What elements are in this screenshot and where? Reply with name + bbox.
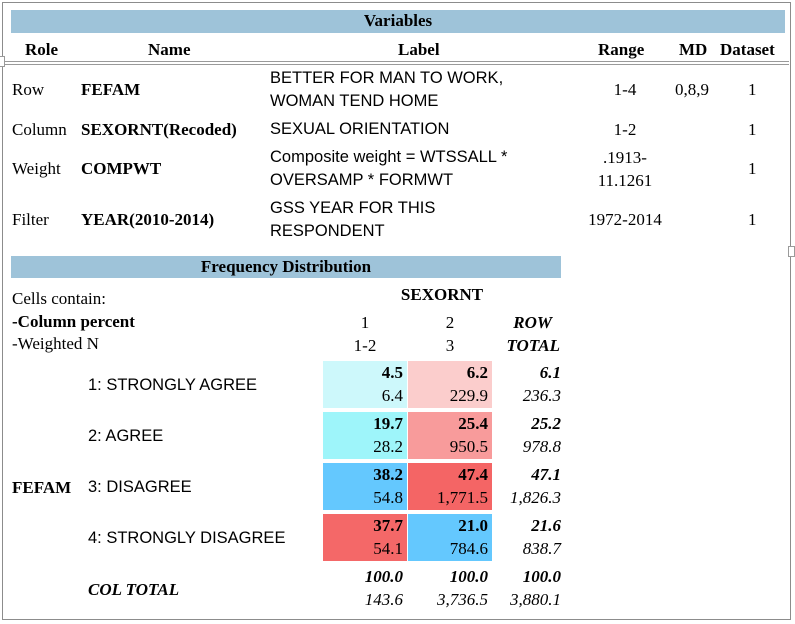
col-total-col1: 100.0 143.6 (323, 565, 407, 612)
col-percent-value: 47.4 (458, 465, 488, 484)
header-md: MD (679, 40, 708, 59)
var-md: 0,8,9 (675, 80, 709, 99)
var-range: 1-2 (613, 120, 637, 139)
row-category-label: 1: STRONGLY AGREE (88, 376, 258, 394)
grand-total: 100.0 3,880.1 (493, 565, 565, 612)
weighted-n-value: 950.5 (449, 437, 488, 456)
cell-total-row1: 6.1 236.3 (493, 361, 565, 408)
col2-code: 2 (445, 313, 455, 332)
weighted-n-value: 229.9 (449, 386, 488, 405)
cell-col1-row3: 38.2 54.8 (323, 463, 407, 510)
col-total-percent: 100.0 (449, 567, 488, 586)
row-total-percent: 6.1 (539, 363, 561, 382)
col-total-percent: 100.0 (364, 567, 403, 586)
col-total-n: 3,736.5 (437, 590, 488, 609)
row-total-percent: 25.2 (531, 414, 561, 433)
col-percent-value: 19.7 (373, 414, 403, 433)
col-percent-value: 21.0 (458, 516, 488, 535)
col1-code: 1 (360, 313, 370, 332)
header-name: Name (148, 40, 191, 59)
col-percent-value: 37.7 (373, 516, 403, 535)
cell-col1-row2: 19.7 28.2 (323, 412, 407, 459)
row-category-label: 3: DISAGREE (88, 478, 192, 496)
var-dataset: 1 (748, 120, 757, 139)
var-name: SEXORNT(Recoded) (81, 120, 237, 139)
weighted-n-label: -Weighted N (12, 334, 99, 353)
column-variable-name: SEXORNT (400, 285, 484, 304)
var-role: Row (12, 80, 45, 99)
var-label-line1: GSS YEAR FOR THIS (270, 199, 436, 217)
header-rule-top (4, 61, 789, 62)
resize-handle-right[interactable] (788, 246, 795, 257)
var-label-line2: OVERSAMP * FORMWT (270, 171, 454, 189)
cell-col2-row3: 47.4 1,771.5 (408, 463, 492, 510)
cell-col1-row4: 37.7 54.1 (323, 514, 407, 561)
header-dataset: Dataset (720, 40, 775, 59)
weighted-n-value: 54.1 (373, 539, 403, 558)
var-range: 1-4 (613, 80, 637, 99)
var-label-line1: SEXUAL ORIENTATION (270, 120, 450, 138)
var-range-line1: .1913- (603, 148, 647, 167)
cells-contain-label: Cells contain: (12, 289, 106, 308)
row-variable-name: FEFAM (12, 478, 72, 497)
var-dataset: 1 (748, 210, 757, 229)
row-total-n: 236.3 (522, 386, 561, 405)
var-role: Weight (12, 159, 61, 178)
row-category-label: 4: STRONGLY DISAGREE (88, 529, 286, 547)
variables-title: Variables (11, 10, 785, 33)
weighted-n-value: 6.4 (381, 386, 403, 405)
row-total-n: 838.7 (522, 539, 561, 558)
var-dataset: 1 (748, 159, 757, 178)
col1-range: 1-2 (353, 336, 377, 355)
grand-total-percent: 100.0 (522, 567, 561, 586)
var-label-line2: RESPONDENT (270, 222, 385, 240)
col-percent-value: 25.4 (458, 414, 488, 433)
var-name: FEFAM (81, 80, 141, 99)
weighted-n-value: 784.6 (449, 539, 488, 558)
var-label-line2: WOMAN TEND HOME (270, 92, 439, 110)
cell-col2-row1: 6.2 229.9 (408, 361, 492, 408)
cell-col2-row4: 21.0 784.6 (408, 514, 492, 561)
var-range-line2: 11.1261 (597, 171, 653, 190)
col-total-label: COL TOTAL (88, 580, 180, 599)
row-total-header-line1: ROW (513, 313, 552, 332)
header-range: Range (598, 40, 645, 59)
var-range: 1972-2014 (588, 210, 662, 229)
var-name: COMPWT (81, 159, 162, 178)
var-label-line1: BETTER FOR MAN TO WORK, (270, 69, 504, 87)
var-label-line1: Composite weight = WTSSALL * (270, 148, 508, 166)
col-percent-value: 4.5 (381, 363, 403, 382)
row-total-n: 978.8 (522, 437, 561, 456)
weighted-n-value: 54.8 (373, 488, 403, 507)
row-total-n: 1,826.3 (510, 488, 561, 507)
header-label: Label (398, 40, 440, 59)
col-total-n: 143.6 (364, 590, 403, 609)
frequency-title: Frequency Distribution (11, 256, 561, 278)
row-total-header-line2: TOTAL (506, 336, 560, 355)
var-name: YEAR(2010-2014) (81, 210, 215, 229)
cell-total-row4: 21.6 838.7 (493, 514, 565, 561)
header-rule-bottom (4, 64, 789, 65)
cell-total-row2: 25.2 978.8 (493, 412, 565, 459)
col-total-col2: 100.0 3,736.5 (408, 565, 492, 612)
cell-total-row3: 47.1 1,826.3 (493, 463, 565, 510)
col-percent-value: 38.2 (373, 465, 403, 484)
cell-col1-row1: 4.5 6.4 (323, 361, 407, 408)
var-role: Filter (12, 210, 49, 229)
column-percent-label: -Column percent (12, 312, 135, 331)
var-dataset: 1 (748, 80, 757, 99)
cell-col2-row2: 25.4 950.5 (408, 412, 492, 459)
weighted-n-value: 28.2 (373, 437, 403, 456)
grand-total-n: 3,880.1 (510, 590, 561, 609)
row-category-label: 2: AGREE (88, 427, 164, 445)
header-role: Role (25, 40, 59, 59)
row-total-percent: 21.6 (531, 516, 561, 535)
row-total-percent: 47.1 (531, 465, 561, 484)
col-percent-value: 6.2 (466, 363, 488, 382)
var-role: Column (12, 120, 67, 139)
weighted-n-value: 1,771.5 (437, 488, 488, 507)
col2-range: 3 (445, 336, 455, 355)
